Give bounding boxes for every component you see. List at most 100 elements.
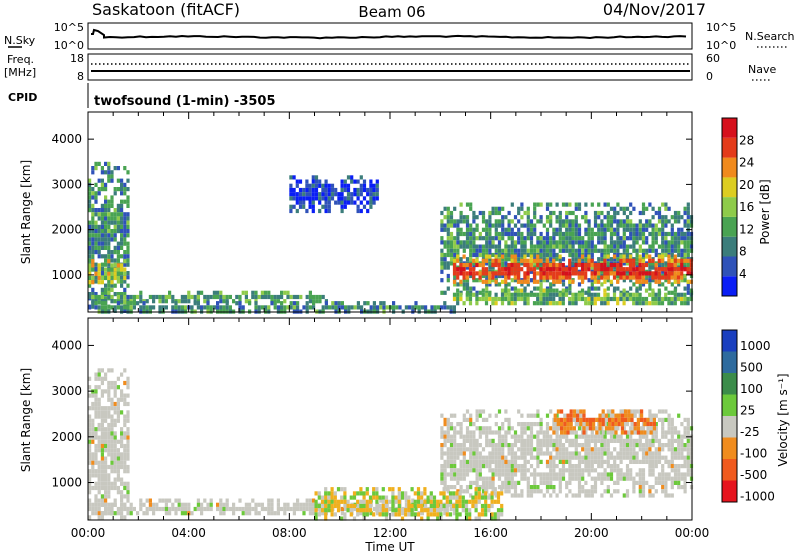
echo-cell — [580, 254, 585, 259]
echo-cell — [670, 240, 674, 245]
echo-cell — [595, 430, 599, 435]
echo-cell — [513, 286, 518, 291]
echo-cell — [257, 305, 261, 310]
echo-cell — [238, 498, 242, 503]
echo-cell — [107, 170, 111, 175]
echo-cell — [596, 296, 601, 302]
echo-cell — [416, 499, 421, 504]
echo-cell — [420, 511, 424, 516]
echo-cell — [462, 468, 466, 473]
echo-cell — [580, 275, 585, 280]
echo-cell — [536, 455, 540, 460]
echo-cell — [641, 447, 646, 452]
echo-cell — [558, 267, 562, 272]
echo-cell — [686, 202, 690, 207]
echo-cell — [475, 292, 479, 297]
echo-cell — [443, 290, 447, 295]
echo-cell — [443, 472, 447, 477]
echo-cell — [222, 294, 226, 300]
echo-cell — [638, 443, 642, 448]
echo-cell — [362, 204, 367, 209]
echo-cell — [445, 495, 449, 500]
echo-cell — [352, 503, 357, 509]
echo-cell — [97, 271, 101, 276]
echo-cell — [581, 257, 585, 262]
echo-cell — [641, 275, 645, 280]
echo-cell — [107, 464, 111, 470]
echo-cell — [110, 174, 114, 179]
echo-cell — [584, 267, 588, 272]
echo-cell — [494, 459, 498, 464]
echo-cell — [411, 305, 415, 310]
echo-cell — [587, 464, 591, 469]
echo-cell — [312, 511, 316, 516]
echo-cell — [561, 434, 566, 439]
echo-cell — [302, 506, 306, 512]
echo-cell — [426, 508, 430, 513]
echo-cell — [120, 203, 124, 208]
echo-cell — [523, 464, 527, 469]
echo-cell — [324, 491, 328, 496]
echo-cell — [590, 468, 594, 473]
echo-cell — [468, 262, 473, 268]
echo-cell — [686, 244, 690, 249]
echo-cell — [88, 443, 92, 449]
echo-cell — [443, 257, 447, 262]
echo-cell — [446, 305, 450, 310]
echo-cell — [469, 468, 473, 473]
echo-cell — [456, 275, 460, 280]
echo-cell — [491, 244, 495, 249]
echo-cell — [468, 499, 472, 504]
echo-cell — [606, 447, 610, 452]
echo-cell — [526, 447, 530, 452]
echo-cell — [113, 385, 117, 390]
echo-cell — [523, 426, 527, 431]
echo-cell — [196, 498, 200, 503]
echo-cell — [100, 241, 104, 246]
echo-cell — [88, 422, 92, 428]
echo-cell — [445, 499, 449, 504]
echo-cell — [581, 468, 585, 473]
noise-right-tick-high: 10^5 — [706, 21, 736, 34]
echo-cell — [520, 282, 524, 287]
echo-cell — [416, 503, 421, 509]
echo-cell — [302, 196, 306, 201]
echo-cell — [148, 294, 152, 300]
echo-cell — [558, 231, 562, 237]
echo-cell — [391, 487, 395, 492]
echo-cell — [510, 219, 514, 224]
echo-cell — [638, 210, 642, 216]
echo-cell — [548, 296, 553, 302]
echo-cell — [526, 279, 530, 284]
echo-cell — [661, 215, 665, 220]
echo-cell — [555, 413, 559, 418]
echo-cell — [88, 485, 92, 491]
echo-cell — [472, 240, 476, 245]
echo-cell — [542, 278, 546, 283]
echo-cell — [581, 434, 585, 439]
echo-cell — [120, 254, 124, 259]
echo-cell — [88, 237, 92, 242]
echo-cell — [622, 476, 626, 481]
echo-cell — [446, 455, 450, 460]
echo-cell — [485, 455, 489, 460]
echo-cell — [609, 296, 613, 302]
echo-cell — [598, 417, 602, 422]
echo-cell — [516, 262, 521, 268]
echo-cell — [91, 245, 95, 250]
echo-cell — [494, 223, 498, 228]
echo-cell — [638, 227, 642, 232]
echo-cell — [449, 455, 454, 460]
echo-cell — [446, 434, 450, 439]
echo-cell — [190, 511, 194, 516]
echo-cell — [88, 385, 92, 390]
time-tick-label: 04:00 — [171, 526, 206, 540]
echo-cell — [661, 476, 665, 481]
echo-cell — [545, 206, 550, 211]
echo-cell — [91, 460, 95, 465]
echo-cell — [116, 376, 120, 381]
colorbar-segment — [722, 236, 737, 257]
echo-cell — [97, 212, 101, 217]
echo-cell — [622, 240, 626, 245]
echo-cell — [555, 279, 559, 284]
